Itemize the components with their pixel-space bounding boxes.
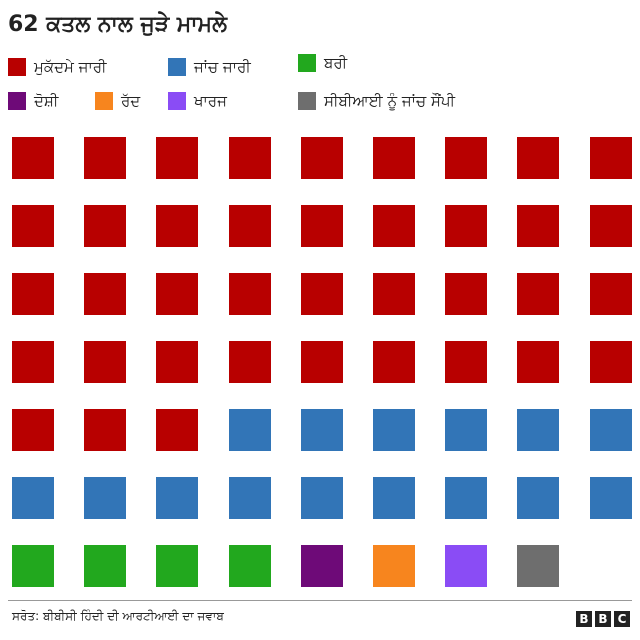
waffle-cell xyxy=(156,205,199,247)
waffle-cell xyxy=(228,545,271,587)
waffle-cell xyxy=(445,273,488,315)
waffle-cell xyxy=(517,545,560,587)
waffle-cell xyxy=(12,273,54,315)
waffle-cell xyxy=(12,409,54,451)
legend-label: ਦੋਸ਼ੀ xyxy=(34,92,59,110)
waffle-cell xyxy=(517,273,560,315)
waffle-cell xyxy=(156,137,199,179)
waffle-cell xyxy=(373,545,415,587)
waffle-cell xyxy=(12,545,54,587)
waffle-cell xyxy=(589,205,632,247)
legend-label: ਸੀਬੀਆਈ ਨੂੰ ਜਾਂਚ ਸੌਂਪੀ xyxy=(324,92,456,110)
waffle-cell xyxy=(156,273,199,315)
legend-swatch xyxy=(8,58,26,76)
waffle-cell xyxy=(228,137,271,179)
legend-swatch xyxy=(95,92,113,110)
waffle-cell xyxy=(300,137,343,179)
waffle-cell xyxy=(12,341,54,383)
waffle-cell xyxy=(517,409,560,451)
waffle-cell xyxy=(445,477,488,519)
waffle-cell xyxy=(445,409,488,451)
waffle-cell xyxy=(84,341,127,383)
legend-swatch xyxy=(168,92,186,110)
waffle-cell xyxy=(517,137,560,179)
waffle-cell xyxy=(517,205,560,247)
waffle-cell xyxy=(228,477,271,519)
waffle-cell xyxy=(84,409,127,451)
legend-label: ਬਰੀ xyxy=(324,54,348,72)
legend-label: ਰੱਦ xyxy=(121,92,141,110)
waffle-cell xyxy=(156,545,199,587)
legend-swatch xyxy=(298,92,316,110)
legend-swatch xyxy=(8,92,26,110)
logo-letter: B xyxy=(595,611,611,627)
waffle-cell xyxy=(300,205,343,247)
logo-letter: B xyxy=(576,611,592,627)
waffle-cell xyxy=(156,341,199,383)
logo: B B C xyxy=(576,611,630,627)
waffle-cell xyxy=(228,205,271,247)
waffle-cell xyxy=(589,409,632,451)
waffle-cell xyxy=(300,545,343,587)
waffle-cell xyxy=(445,341,488,383)
waffle-cell xyxy=(300,341,343,383)
waffle-cell xyxy=(300,409,343,451)
legend-label: ਮੁਕੱਦਮੇ ਜਾਰੀ xyxy=(34,58,107,76)
waffle-cell xyxy=(12,205,54,247)
waffle-cell xyxy=(84,477,127,519)
waffle-cell xyxy=(373,341,415,383)
legend-item: ਖਾਰਜ xyxy=(168,92,227,110)
waffle-cell xyxy=(589,341,632,383)
waffle-cell xyxy=(589,273,632,315)
waffle-cell xyxy=(84,545,127,587)
logo-letter: C xyxy=(614,611,630,627)
waffle-cell xyxy=(84,205,127,247)
legend-item: ਸੀਬੀਆਈ ਨੂੰ ਜਾਂਚ ਸੌਂਪੀ xyxy=(298,92,455,110)
waffle-cell xyxy=(156,477,199,519)
legend-item: ਜਾਂਚ ਜਾਰੀ xyxy=(168,58,251,76)
waffle-cell xyxy=(589,137,632,179)
legend-item: ਰੱਦ xyxy=(95,92,140,110)
waffle-cell xyxy=(373,409,415,451)
waffle-cell xyxy=(445,137,488,179)
waffle-cell xyxy=(300,273,343,315)
legend-item: ਦੋਸ਼ੀ xyxy=(8,92,58,110)
legend-label: ਜਾਂਚ ਜਾਰੀ xyxy=(194,58,251,76)
legend-item: ਬਰੀ xyxy=(298,54,347,72)
waffle-cell xyxy=(228,341,271,383)
source: ਸਰੋਤ: ਬੀਬੀਸੀ ਹਿੰਦੀ ਦੀ ਆਰਟੀਆਈ ਦਾ ਜਵਾਬ xyxy=(12,609,224,623)
waffle-cell xyxy=(228,409,271,451)
chart-title: 62 ਕਤਲ ਨਾਲ ਜੁੜੇ ਮਾਮਲੇ xyxy=(8,12,227,37)
waffle-cell xyxy=(589,477,632,519)
waffle-cell xyxy=(373,273,415,315)
divider xyxy=(8,600,632,601)
waffle-cell xyxy=(84,137,127,179)
waffle-cell xyxy=(12,137,54,179)
waffle-cell xyxy=(373,205,415,247)
legend-item: ਮੁਕੱਦਮੇ ਜਾਰੀ xyxy=(8,58,107,76)
waffle-cell xyxy=(84,273,127,315)
waffle-cell xyxy=(228,273,271,315)
waffle-cell xyxy=(445,545,488,587)
waffle-cell xyxy=(12,477,54,519)
waffle-cell xyxy=(445,205,488,247)
legend-swatch xyxy=(168,58,186,76)
waffle-cell xyxy=(373,137,415,179)
waffle-cell xyxy=(300,477,343,519)
legend-swatch xyxy=(298,54,316,72)
waffle-cell xyxy=(517,341,560,383)
waffle-cell xyxy=(156,409,199,451)
legend-label: ਖਾਰਜ xyxy=(194,92,227,110)
waffle-cell xyxy=(373,477,415,519)
waffle-cell xyxy=(517,477,560,519)
